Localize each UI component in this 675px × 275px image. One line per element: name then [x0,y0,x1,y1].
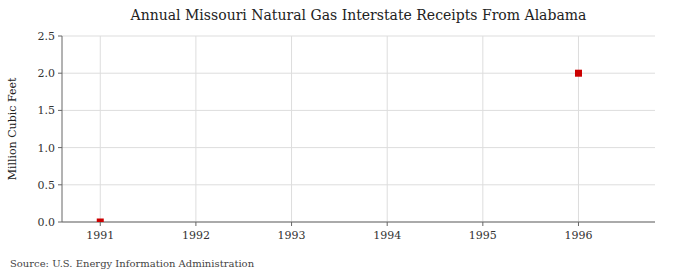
y-tick [58,73,62,74]
grid-line-y [62,184,655,185]
x-tick [291,222,292,226]
x-tick-label: 1996 [564,229,592,242]
y-tick-label: 1.0 [38,142,56,155]
y-axis-label: Million Cubic Feet [6,77,19,180]
y-tick [58,147,62,148]
grid-line-y [62,73,655,74]
y-tick-label: 0.5 [38,179,56,192]
grid-line-y [62,36,655,37]
x-tick [195,222,196,226]
x-tick-label: 1991 [86,229,114,242]
source: Source: U.S. Energy Information Administ… [10,258,255,269]
y-tick [58,184,62,185]
x-tick [387,222,388,226]
x-tick-label: 1995 [469,229,497,242]
grid-line-x [100,36,101,222]
point [97,219,104,223]
title: Annual Missouri Natural Gas Interstate R… [130,7,587,23]
grid-line-x [482,36,483,222]
x-axis-line [62,222,655,223]
grid-line-y [62,147,655,148]
y-tick [58,110,62,111]
y-tick [58,222,62,223]
x-tick [482,222,483,226]
x-tick-label: 1994 [373,229,401,242]
y-tick-label: 2.0 [38,67,56,80]
points [97,70,582,222]
y-axis-line [62,36,63,222]
y-tick-label: 1.5 [38,104,56,117]
grid-line-x [387,36,388,222]
x-tick [100,222,101,226]
axes: 0.0 0.5 1.0 1.5 2.0 2.5 1991 1992 1993 1994 1995 19… [38,30,656,242]
x-tick [578,222,579,226]
grid-line-x [291,36,292,222]
grid [62,36,655,222]
chart: Annual Missouri Natural Gas Interstate R… [0,0,675,275]
grid-line-x [195,36,196,222]
y-tick-label: 0.0 [38,216,56,229]
x-tick-label: 1993 [278,229,306,242]
grid-line-x [578,36,579,222]
grid-line-y [62,110,655,111]
y-tick [58,36,62,37]
point [575,70,582,77]
y-tick-label: 2.5 [38,30,56,43]
x-tick-label: 1992 [182,229,210,242]
grid-line-y [62,222,655,223]
